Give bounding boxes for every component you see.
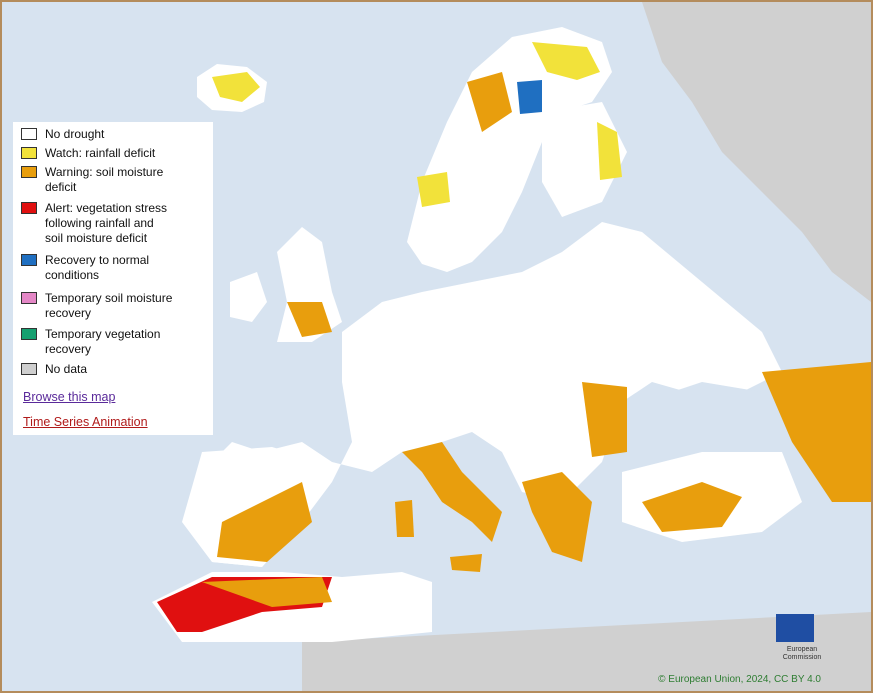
browse-map-link[interactable]: Browse this map <box>23 390 116 404</box>
legend-label: Temporary soil moisture recovery <box>45 291 173 320</box>
logo-text: European Commission <box>782 646 822 661</box>
legend-label: Alert: vegetation stress following rainf… <box>45 201 168 245</box>
legend-swatch <box>21 147 37 159</box>
eu-flag-icon <box>776 614 814 642</box>
italy <box>402 442 502 542</box>
land-nodata-africa <box>302 612 871 691</box>
black-sea <box>642 382 762 462</box>
legend-item-temp-soil: Temporary soil moisture recovery <box>21 291 205 321</box>
legend-item-no-data: No data <box>21 362 205 377</box>
legend-item-watch: Watch: rainfall deficit <box>21 146 205 161</box>
land-nodata-east <box>642 2 871 302</box>
legend-item-no-drought: No drought <box>21 127 205 142</box>
legend-swatch <box>21 363 37 375</box>
copyright-notice: © European Union, 2024, CC BY 4.0 <box>658 674 821 685</box>
legend-item-temp-veg: Temporary vegetation recovery <box>21 327 205 357</box>
legend-item-alert: Alert: vegetation stress following rainf… <box>21 201 205 246</box>
legend-label: Watch: rainfall deficit <box>45 146 156 160</box>
legend-label: No drought <box>45 127 105 141</box>
map-legend: No drought Watch: rainfall deficit Warni… <box>13 122 213 435</box>
legend-swatch <box>21 128 37 140</box>
ireland <box>230 272 267 322</box>
legend-swatch <box>21 254 37 266</box>
legend-label: Recovery to normal conditions <box>45 253 150 282</box>
legend-swatch <box>21 292 37 304</box>
legend-item-warning: Warning: soil moisture deficit <box>21 165 205 195</box>
scandinavia <box>407 27 612 272</box>
legend-swatch <box>21 202 37 214</box>
legend-item-recovery: Recovery to normal conditions <box>21 253 205 283</box>
mainland-europe <box>202 222 782 567</box>
legend-label: No data <box>45 362 88 376</box>
european-commission-logo: European Commission <box>754 598 864 668</box>
legend-label: Temporary vegetation recovery <box>45 327 161 356</box>
legend-swatch <box>21 166 37 178</box>
legend-swatch <box>21 328 37 340</box>
time-series-animation-link[interactable]: Time Series Animation <box>23 415 148 429</box>
legend-label: Warning: soil moisture deficit <box>45 165 164 194</box>
